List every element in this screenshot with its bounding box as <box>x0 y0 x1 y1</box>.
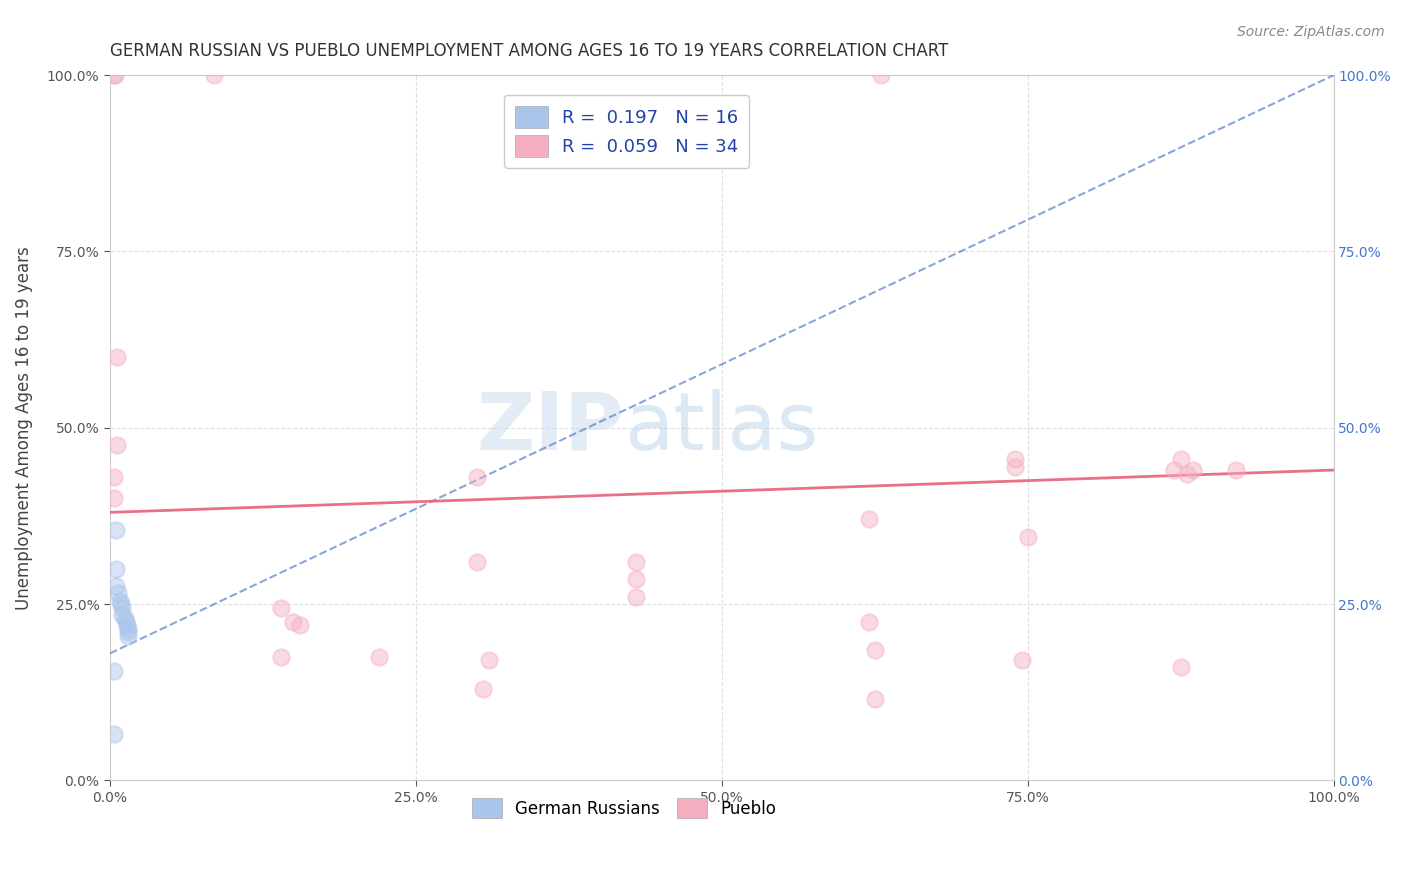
Point <box>858 512 880 526</box>
Point <box>104 68 127 82</box>
Y-axis label: Unemployment Among Ages 16 to 19 years: Unemployment Among Ages 16 to 19 years <box>15 246 32 609</box>
Point <box>105 562 128 576</box>
Point <box>624 572 647 586</box>
Point <box>117 625 139 640</box>
Point <box>1004 452 1026 467</box>
Point <box>283 615 305 629</box>
Point <box>114 611 136 625</box>
Point <box>103 664 125 678</box>
Point <box>858 615 880 629</box>
Point <box>115 615 138 629</box>
Point <box>117 629 139 643</box>
Point <box>105 350 128 364</box>
Point <box>270 649 292 664</box>
Point <box>103 68 125 82</box>
Point <box>115 618 138 632</box>
Legend: German Russians, Pueblo: German Russians, Pueblo <box>465 791 783 825</box>
Point <box>111 607 134 622</box>
Point <box>288 618 311 632</box>
Point <box>863 643 886 657</box>
Text: Source: ZipAtlas.com: Source: ZipAtlas.com <box>1237 25 1385 39</box>
Point <box>111 600 134 615</box>
Point <box>1017 530 1039 544</box>
Point <box>108 593 131 607</box>
Point <box>624 590 647 604</box>
Point <box>478 653 501 667</box>
Point <box>1225 463 1247 477</box>
Point <box>1170 452 1192 467</box>
Point <box>107 586 129 600</box>
Point <box>1175 467 1198 481</box>
Point <box>1011 653 1033 667</box>
Point <box>863 692 886 706</box>
Point <box>105 579 128 593</box>
Point <box>202 68 225 82</box>
Point <box>110 597 132 611</box>
Point <box>270 600 292 615</box>
Point <box>103 491 125 506</box>
Point <box>105 438 128 452</box>
Text: ZIP: ZIP <box>477 389 624 467</box>
Point <box>869 68 891 82</box>
Point <box>105 523 128 537</box>
Point <box>465 470 488 484</box>
Point <box>368 649 391 664</box>
Text: atlas: atlas <box>624 389 818 467</box>
Text: GERMAN RUSSIAN VS PUEBLO UNEMPLOYMENT AMONG AGES 16 TO 19 YEARS CORRELATION CHAR: GERMAN RUSSIAN VS PUEBLO UNEMPLOYMENT AM… <box>110 42 948 60</box>
Point <box>465 555 488 569</box>
Point <box>117 622 139 636</box>
Point <box>624 555 647 569</box>
Point <box>1004 459 1026 474</box>
Point <box>472 681 495 696</box>
Point <box>103 727 125 741</box>
Point <box>103 470 125 484</box>
Point <box>1163 463 1185 477</box>
Point <box>1170 660 1192 674</box>
Point <box>1181 463 1204 477</box>
